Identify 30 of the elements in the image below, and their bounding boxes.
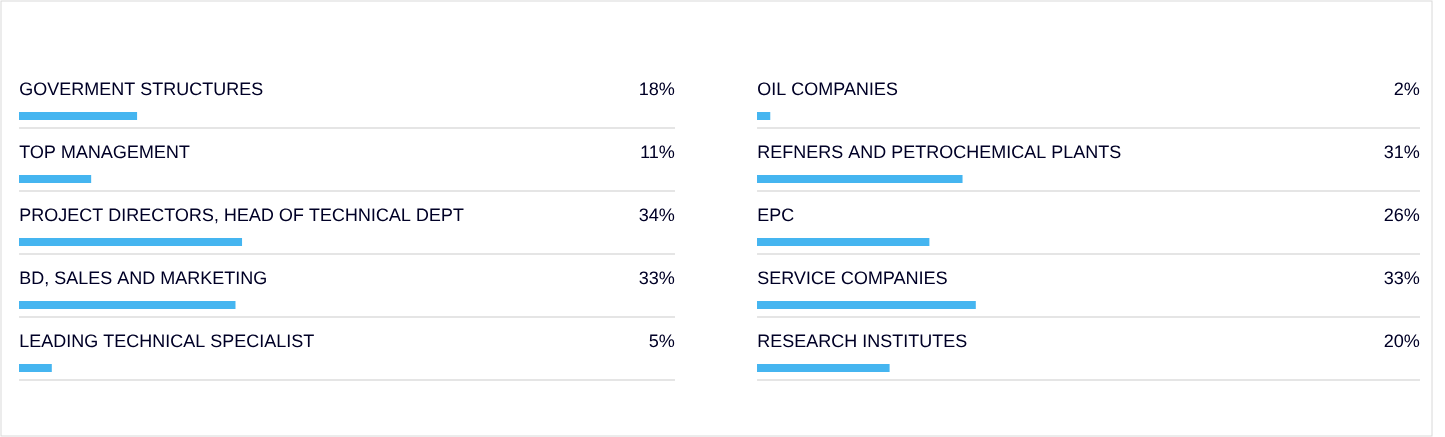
data-label: 2% bbox=[1394, 82, 1420, 96]
y-tick-label: PROJECT DIRECTORS, HEAD OF TECHNICAL DEPT bbox=[20, 208, 464, 224]
bar bbox=[757, 175, 963, 184]
data-label: 33% bbox=[639, 271, 675, 285]
data-label: 20% bbox=[1384, 334, 1420, 348]
bar bbox=[757, 112, 771, 121]
y-tick-label: TOP MANAGEMENT bbox=[19, 145, 190, 159]
y-tick-label: BD, SALES AND MARKETING bbox=[20, 271, 266, 287]
y-tick-label: EPC bbox=[758, 208, 794, 222]
y-tick-label: SERVICE COMPANIES bbox=[758, 271, 947, 285]
bar bbox=[19, 238, 243, 247]
data-label: 26% bbox=[1384, 208, 1420, 222]
data-label: 34% bbox=[639, 208, 675, 222]
y-tick-label: GOVERMENT STRUCTURES bbox=[20, 82, 263, 96]
bar bbox=[757, 364, 890, 372]
data-label: 18% bbox=[640, 82, 675, 96]
data-label: 5% bbox=[649, 334, 675, 348]
bar bbox=[757, 238, 930, 247]
bar bbox=[19, 301, 236, 309]
data-label: 11% bbox=[641, 145, 675, 159]
y-tick-label: OIL COMPANIES bbox=[758, 82, 898, 96]
y-tick-label: RESEARCH INSTITUTES bbox=[758, 334, 967, 348]
data-label: 31% bbox=[1384, 145, 1420, 159]
y-tick-label: REFNERS AND PETROCHEMICAL PLANTS bbox=[758, 145, 1121, 159]
bar bbox=[19, 112, 138, 121]
bar bbox=[757, 301, 976, 309]
y-tick-label: LEADING TECHNICAL SPECIALIST bbox=[20, 334, 314, 348]
bar bbox=[19, 364, 52, 372]
bar bbox=[19, 175, 92, 184]
data-label: 33% bbox=[1384, 271, 1420, 285]
